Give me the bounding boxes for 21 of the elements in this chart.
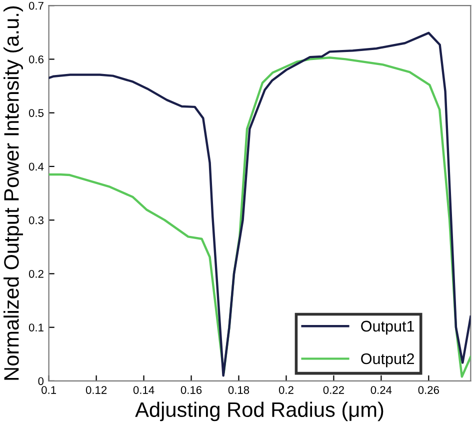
x-tick-label: 0.24 <box>370 386 392 394</box>
y-tick-label: 0 <box>38 377 44 386</box>
y-axis-title: Normalized Output Power Intensity (a.u.) <box>4 6 23 380</box>
y-tick-label: 0.2 <box>28 270 44 278</box>
x-tick-label: 0.2 <box>278 386 294 394</box>
x-tick-label: 0.14 <box>133 386 154 394</box>
y-tick-label: 0.6 <box>28 55 44 64</box>
y-tick-label: 0.5 <box>28 109 44 117</box>
x-tick-label: 0.16 <box>180 386 202 394</box>
y-tick-label: 0.3 <box>28 216 44 224</box>
x-axis-title: Adjusting Rod Radius (μm) <box>135 402 384 422</box>
x-tick-label: 0.18 <box>228 386 250 394</box>
x-tick-label: 0.26 <box>418 386 439 394</box>
x-tick-label: 0.1 <box>42 386 56 394</box>
x-tick-label: 0.22 <box>323 386 344 394</box>
y-tick-label: 0.7 <box>28 2 44 10</box>
x-tick-label: 0.12 <box>86 386 107 394</box>
legend-label: Output2 <box>361 353 414 368</box>
y-tick-label: 0.4 <box>28 162 44 171</box>
legend-label: Output1 <box>361 320 414 335</box>
y-tick-label: 0.1 <box>28 324 44 332</box>
